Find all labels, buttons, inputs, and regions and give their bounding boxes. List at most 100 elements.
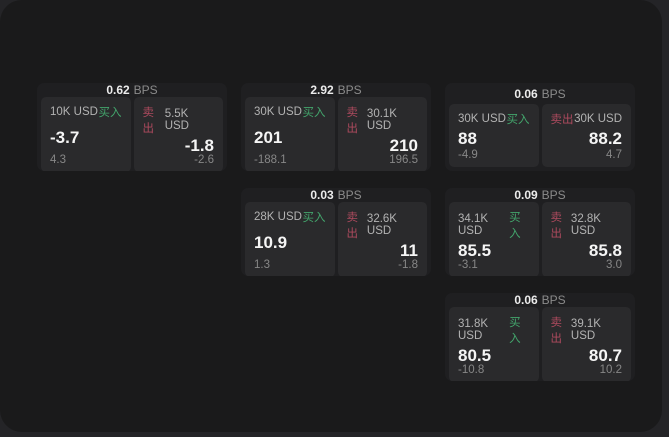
quote-card: 0.06 BPS 30K USD 买入 88 -4.9 卖出 30K USD 8… xyxy=(445,83,635,171)
bps-value: 0.03 xyxy=(310,188,334,202)
sell-delta: 3.0 xyxy=(606,259,622,271)
sell-notional: 5.5K USD xyxy=(164,108,189,132)
sell-label: 卖出 xyxy=(550,212,563,240)
bps-unit-label: BPS xyxy=(541,86,566,101)
quote-card: 0.06 BPS 31.8K USD 买入 80.5 -10.8 卖出 39.1… xyxy=(445,293,635,381)
buy-panel-header: 31.8K USD 买入 xyxy=(458,314,530,346)
sell-panel-header: 卖出 32.8K USD xyxy=(551,209,623,241)
sell-label: 卖出 xyxy=(550,114,574,126)
sell-panel[interactable]: 卖出 32.8K USD 85.8 3.0 xyxy=(541,202,631,276)
buy-price: 201 xyxy=(254,128,283,147)
bps-value: 0.09 xyxy=(514,188,538,202)
sell-notional: 30.1K USD xyxy=(366,108,397,132)
card-body: 30K USD 买入 201 -188.1 卖出 30.1K USD 210 1… xyxy=(241,97,431,171)
cards-grid: 0.62 BPS 10K USD 买入 -3.7 4.3 卖出 5.5K USD… xyxy=(37,83,635,381)
bps-unit-label: BPS xyxy=(337,188,362,202)
sell-price: -1.8 xyxy=(184,136,214,155)
buy-price: 85.5 xyxy=(458,241,492,260)
buy-label: 买入 xyxy=(509,212,521,240)
buy-delta: -4.9 xyxy=(458,149,478,161)
quote-card: 0.09 BPS 34.1K USD 买入 85.5 -3.1 卖出 32.8K… xyxy=(445,188,635,276)
buy-label: 买入 xyxy=(302,212,326,224)
card-header: 0.62 BPS xyxy=(37,83,227,97)
sell-panel[interactable]: 卖出 30.1K USD 210 196.5 xyxy=(337,97,427,171)
sell-notional: 30K USD xyxy=(574,113,622,125)
sell-price: 88.2 xyxy=(588,129,622,148)
quote-card: 0.62 BPS 10K USD 买入 -3.7 4.3 卖出 5.5K USD… xyxy=(37,83,227,171)
buy-panel[interactable]: 34.1K USD 买入 85.5 -3.1 xyxy=(449,202,539,276)
card-header: 0.03 BPS xyxy=(241,188,431,202)
buy-panel-header: 30K USD 买入 xyxy=(458,111,530,127)
bps-unit-label: BPS xyxy=(337,83,362,97)
card-body: 34.1K USD 买入 85.5 -3.1 卖出 32.8K USD 85.8… xyxy=(445,202,635,276)
sell-delta: 196.5 xyxy=(389,154,418,166)
buy-panel[interactable]: 31.8K USD 买入 80.5 -10.8 xyxy=(449,307,539,381)
buy-price: 80.5 xyxy=(458,346,492,365)
card-header: 0.09 BPS xyxy=(445,188,635,202)
buy-notional: 28K USD xyxy=(254,211,302,223)
card-body: 31.8K USD 买入 80.5 -10.8 卖出 39.1K USD 80.… xyxy=(445,307,635,381)
sell-panel-header: 卖出 30K USD xyxy=(551,111,623,127)
card-header: 0.06 BPS xyxy=(445,293,635,307)
buy-notional: 30K USD xyxy=(254,106,302,118)
buy-delta: 4.3 xyxy=(50,154,66,166)
buy-panel-header: 28K USD 买入 xyxy=(254,209,326,225)
buy-label: 买入 xyxy=(98,107,122,119)
sell-panel-header: 卖出 32.6K USD xyxy=(347,209,419,241)
buy-price: 88 xyxy=(458,129,477,148)
sell-panel[interactable]: 卖出 30K USD 88.2 4.7 xyxy=(541,104,631,167)
card-header: 0.06 BPS xyxy=(445,83,635,104)
sell-label: 卖出 xyxy=(346,107,359,135)
sell-label: 卖出 xyxy=(550,317,563,345)
app-window: 0.62 BPS 10K USD 买入 -3.7 4.3 卖出 5.5K USD… xyxy=(0,0,662,432)
buy-delta: -3.1 xyxy=(458,259,478,271)
sell-notional: 32.6K USD xyxy=(366,213,397,237)
sell-panel[interactable]: 卖出 5.5K USD -1.8 -2.6 xyxy=(133,97,223,171)
sell-price: 210 xyxy=(389,136,418,155)
sell-price: 85.8 xyxy=(588,241,622,260)
sell-panel-header: 卖出 5.5K USD xyxy=(143,104,215,136)
bps-unit-label: BPS xyxy=(541,188,566,202)
buy-panel[interactable]: 30K USD 买入 88 -4.9 xyxy=(449,104,539,167)
sell-panel[interactable]: 卖出 32.6K USD 11 -1.8 xyxy=(337,202,427,276)
buy-panel-header: 34.1K USD 买入 xyxy=(458,209,530,241)
buy-label: 买入 xyxy=(506,114,530,126)
buy-notional: 34.1K USD xyxy=(458,213,489,237)
sell-notional: 39.1K USD xyxy=(570,318,601,342)
sell-panel-header: 卖出 39.1K USD xyxy=(551,314,623,346)
sell-delta: 4.7 xyxy=(606,149,622,161)
buy-panel[interactable]: 28K USD 买入 10.9 1.3 xyxy=(245,202,335,276)
buy-panel[interactable]: 10K USD 买入 -3.7 4.3 xyxy=(41,97,131,171)
sell-panel[interactable]: 卖出 39.1K USD 80.7 10.2 xyxy=(541,307,631,381)
sell-panel-header: 卖出 30.1K USD xyxy=(347,104,419,136)
buy-notional: 10K USD xyxy=(50,106,98,118)
sell-delta: 10.2 xyxy=(599,364,622,376)
sell-price: 11 xyxy=(400,241,418,260)
quote-card: 2.92 BPS 30K USD 买入 201 -188.1 卖出 30.1K … xyxy=(241,83,431,171)
buy-notional: 31.8K USD xyxy=(458,318,489,342)
buy-delta: 1.3 xyxy=(254,259,270,271)
bps-value: 0.06 xyxy=(514,86,538,101)
card-body: 10K USD 买入 -3.7 4.3 卖出 5.5K USD -1.8 -2.… xyxy=(37,97,227,171)
bps-unit-label: BPS xyxy=(541,293,566,307)
sell-price: 80.7 xyxy=(588,346,622,365)
bps-value: 2.92 xyxy=(310,83,334,97)
buy-price: -3.7 xyxy=(50,128,80,147)
sell-delta: -1.8 xyxy=(398,259,418,271)
buy-panel[interactable]: 30K USD 买入 201 -188.1 xyxy=(245,97,335,171)
buy-delta: -10.8 xyxy=(458,364,485,376)
card-body: 28K USD 买入 10.9 1.3 卖出 32.6K USD 11 -1.8 xyxy=(241,202,431,276)
buy-notional: 30K USD xyxy=(458,113,506,125)
buy-panel-header: 30K USD 买入 xyxy=(254,104,326,120)
bps-value: 0.06 xyxy=(514,293,538,307)
buy-panel-header: 10K USD 买入 xyxy=(50,104,122,120)
bps-unit-label: BPS xyxy=(133,83,158,97)
quote-card: 0.03 BPS 28K USD 买入 10.9 1.3 卖出 32.6K US… xyxy=(241,188,431,276)
bps-value: 0.62 xyxy=(106,83,130,97)
sell-label: 卖出 xyxy=(142,107,155,135)
card-body: 30K USD 买入 88 -4.9 卖出 30K USD 88.2 4.7 xyxy=(445,104,635,171)
buy-label: 买入 xyxy=(509,317,521,345)
buy-label: 买入 xyxy=(302,107,326,119)
sell-label: 卖出 xyxy=(346,212,359,240)
buy-price: 10.9 xyxy=(254,233,288,252)
